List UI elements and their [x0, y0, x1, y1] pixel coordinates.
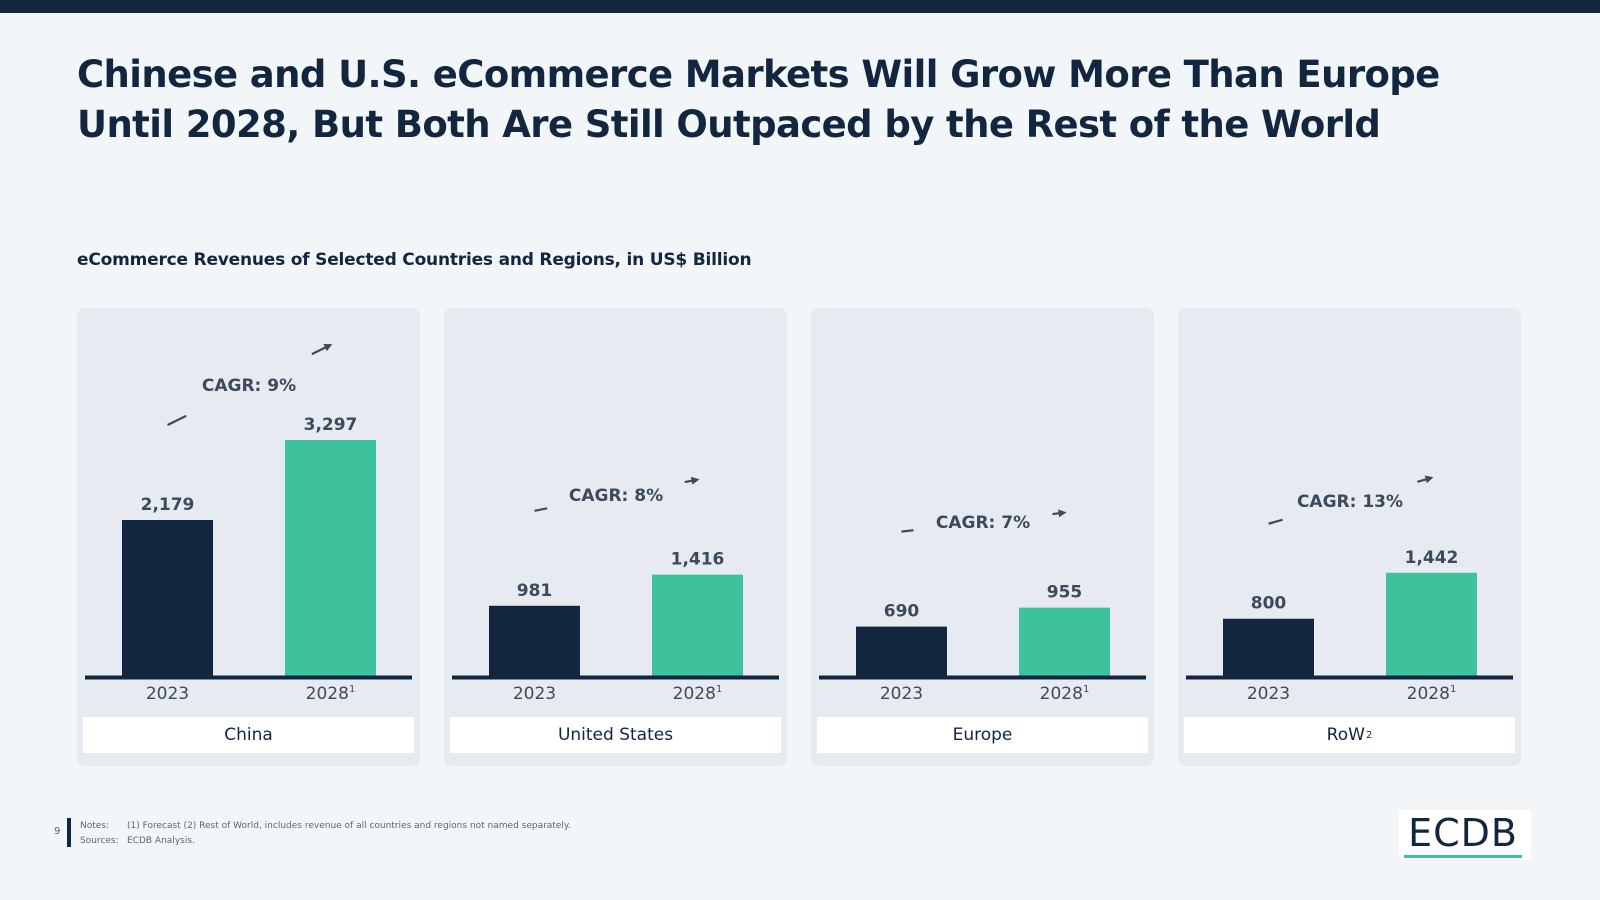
bar-china-2023: [122, 520, 213, 676]
panel-row: 800 2023 1,442 20281 CAGR: 13% RoW 2: [1178, 308, 1521, 766]
cagr-label-china: CAGR: 9%: [202, 376, 296, 396]
tick-superscript: 1: [1450, 684, 1456, 695]
tick-label-2023: 2023: [1247, 684, 1290, 704]
cagr-arrow-tail: [901, 529, 914, 533]
tick-superscript: 1: [716, 684, 722, 695]
region-label-united-states: United States: [450, 717, 781, 753]
region-label-europe: Europe: [817, 717, 1148, 753]
chart-svg-row: 800 2023 1,442 20281 CAGR: 13%: [1186, 475, 1513, 704]
value-label-row-2028: 1,442: [1405, 548, 1459, 568]
value-label-china-2028: 3,297: [304, 415, 358, 435]
region-superscript: 2: [1365, 729, 1373, 741]
region-label-china: China: [83, 717, 414, 753]
chart-svg-china: 2,179 2023 3,297 20281 CAGR: 9%: [85, 344, 412, 704]
page-number: 9: [54, 826, 61, 837]
cagr-arrow-head: [684, 476, 700, 485]
cagr-arrow-tail: [534, 507, 548, 512]
cagr-arrow-tail: [1268, 518, 1283, 525]
bar-united-states-2023: [489, 605, 580, 676]
bar-row-2028: [1386, 572, 1477, 676]
chart-subtitle: eCommerce Revenues of Selected Countries…: [77, 250, 752, 270]
value-label-united-states-2023: 981: [517, 581, 553, 601]
cagr-label-europe: CAGR: 7%: [936, 513, 1030, 533]
cagr-arrow-head: [1417, 475, 1434, 484]
region-label-row: RoW 2: [1184, 717, 1515, 753]
value-label-europe-2028: 955: [1047, 583, 1083, 603]
bar-united-states-2028: [652, 574, 743, 676]
tick-label-2023: 2023: [146, 684, 189, 704]
value-label-europe-2023: 690: [884, 602, 920, 622]
bar-row-2023: [1223, 618, 1314, 676]
tick-label-2028: 20281: [1040, 684, 1090, 704]
cagr-arrow-head: [1052, 509, 1067, 518]
bar-europe-2028: [1019, 607, 1110, 676]
ecdb-logo: ECDB: [1399, 810, 1531, 860]
tick-superscript: 1: [1083, 684, 1089, 695]
page-number-bar: [67, 818, 71, 847]
top-accent-bar: [0, 0, 1600, 13]
tick-label-2028: 20281: [1407, 684, 1457, 704]
footer-notes: Notes: (1) Forecast (2) Rest of World, i…: [80, 818, 571, 848]
sources-label: Sources:: [80, 835, 119, 846]
bar-europe-2023: [856, 626, 947, 676]
notes-text: (1) Forecast (2) Rest of World, includes…: [127, 820, 571, 831]
region-name: China: [224, 725, 273, 745]
bar-china-2028: [285, 440, 376, 676]
tick-label-2028: 20281: [673, 684, 723, 704]
cagr-arrow-tail: [167, 414, 187, 427]
chart-svg-united-states: 981 2023 1,416 20281 CAGR: 8%: [452, 476, 779, 704]
tick-label-2023: 2023: [880, 684, 923, 704]
cagr-arrow-head: [311, 344, 333, 356]
tick-label-2028: 20281: [306, 684, 356, 704]
logo-text: ECDB: [1408, 811, 1518, 855]
panel-united-states: 981 2023 1,416 20281 CAGR: 8% United States: [444, 308, 787, 766]
value-label-united-states-2028: 1,416: [671, 550, 725, 570]
tick-label-2023: 2023: [513, 684, 556, 704]
panel-china: 2,179 2023 3,297 20281 CAGR: 9% China: [77, 308, 420, 766]
panel-europe: 690 2023 955 20281 CAGR: 7% Europe: [811, 308, 1154, 766]
page-title: Chinese and U.S. eCommerce Markets Will …: [77, 53, 1440, 146]
region-name: RoW: [1326, 725, 1365, 745]
cagr-label-united-states: CAGR: 8%: [569, 486, 663, 506]
notes-label: Notes:: [80, 820, 110, 831]
region-name: United States: [557, 725, 674, 745]
region-name: Europe: [952, 725, 1013, 745]
value-label-row-2023: 800: [1251, 594, 1287, 614]
chart-svg-europe: 690 2023 955 20281 CAGR: 7%: [819, 509, 1146, 704]
sources-text: ECDB Analysis.: [127, 835, 195, 846]
logo-underline: [1404, 855, 1522, 858]
tick-superscript: 1: [349, 684, 355, 695]
value-label-china-2023: 2,179: [141, 495, 195, 515]
cagr-label-row: CAGR: 13%: [1297, 492, 1403, 512]
